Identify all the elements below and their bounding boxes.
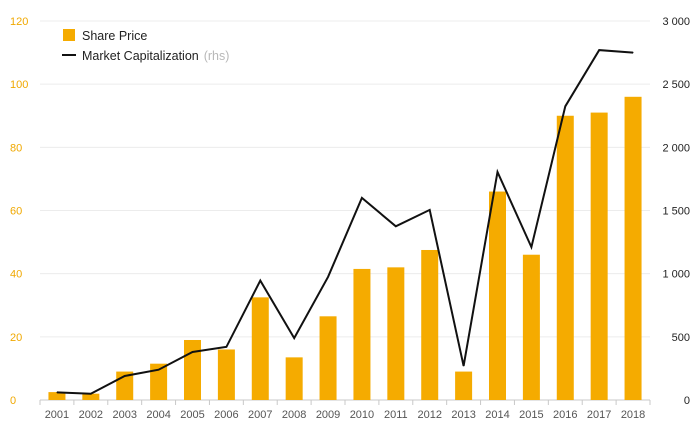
x-tick-label: 2013 <box>451 409 475 421</box>
x-tick-label: 2006 <box>214 409 238 421</box>
x-tick-label: 2010 <box>350 409 374 421</box>
y-right-tick-label: 3 000 <box>662 16 690 28</box>
market-cap-point <box>192 351 193 353</box>
y-right-tick-label: 500 <box>672 332 690 344</box>
legend: Share Price Market Capitalization (rhs) <box>62 29 229 63</box>
market-cap-point <box>56 391 58 393</box>
market-cap-point <box>158 369 160 371</box>
y-left-tick-label: 80 <box>10 142 22 154</box>
share-price-bar <box>184 339 201 400</box>
y-left-tick-label: 40 <box>10 269 22 281</box>
share-price-bar <box>387 267 405 400</box>
share-price-bars <box>48 96 642 401</box>
x-tick-label: 2011 <box>384 409 408 421</box>
y-right-tick-label: 1 000 <box>662 269 690 281</box>
gridlines <box>40 20 650 401</box>
share-price-bar <box>556 115 574 400</box>
x-tick-label: 2001 <box>45 409 69 421</box>
market-cap-point <box>632 52 634 54</box>
x-tick-label: 2014 <box>485 409 509 421</box>
legend-swatch-share-price <box>63 29 75 41</box>
x-tick-label: 2018 <box>621 409 645 421</box>
share-price-bar <box>421 249 439 400</box>
share-price-bar <box>489 191 506 400</box>
x-tick-label: 2015 <box>519 409 543 421</box>
share-price-bar <box>353 268 371 400</box>
y-right-tick-label: 2 000 <box>662 142 690 154</box>
x-tick-label: 2017 <box>587 409 611 421</box>
share-price-bar <box>319 316 337 400</box>
share-price-bar <box>285 357 303 400</box>
share-price-bar <box>251 297 269 400</box>
share-price-bar <box>624 96 642 401</box>
x-axis: 2001 2002 2003 2004 2005 2006 2007 2008 2009 2010… <box>39 400 651 421</box>
y-right-tick-label: 1 500 <box>662 206 690 218</box>
right-y-axis: 0 500 1 000 1 500 2 000 2 500 3 000 <box>662 16 690 407</box>
share-price-bar <box>82 393 100 400</box>
market-cap-point <box>124 375 126 377</box>
market-cap-point <box>598 49 600 51</box>
x-tick-label: 2003 <box>112 409 136 421</box>
x-tick-label: 2007 <box>248 409 272 421</box>
legend-market-cap-suffix: (rhs) <box>204 49 230 63</box>
y-right-tick-label: 0 <box>684 395 690 407</box>
x-tick-label: 2004 <box>146 409 170 421</box>
market-cap-point <box>259 280 261 282</box>
market-cap-point <box>293 337 295 339</box>
market-cap-line <box>56 49 634 395</box>
left-y-axis: 0 20 40 60 80 100 120 <box>10 16 28 407</box>
y-left-tick-label: 0 <box>10 395 16 407</box>
market-cap-point <box>463 365 465 367</box>
legend-label-share-price: Share Price <box>82 29 147 43</box>
y-right-tick-label: 2 500 <box>662 79 690 91</box>
share-price-bar <box>455 371 473 400</box>
x-tick-label: 2008 <box>282 409 306 421</box>
x-tick-label: 2002 <box>79 409 103 421</box>
market-cap-point <box>497 171 498 173</box>
market-cap-point <box>530 246 532 248</box>
x-tick-label: 2016 <box>553 409 577 421</box>
share-price-bar <box>48 392 66 400</box>
share-price-bar <box>217 349 235 400</box>
market-cap-point <box>90 393 92 395</box>
y-left-tick-label: 60 <box>10 206 22 218</box>
market-cap-point <box>225 346 227 348</box>
market-cap-point <box>395 225 397 227</box>
y-left-tick-label: 120 <box>10 16 28 28</box>
y-left-tick-label: 20 <box>10 332 22 344</box>
x-tick-label: 2012 <box>417 409 441 421</box>
market-cap-point <box>564 105 566 107</box>
y-left-tick-label: 100 <box>10 79 28 91</box>
market-cap-point <box>327 276 329 278</box>
legend-market-cap-name: Market Capitalization <box>82 49 199 63</box>
share-price-bar <box>522 254 540 400</box>
x-tick-label: 2009 <box>316 409 340 421</box>
share-price-bar <box>590 112 608 400</box>
market-cap-point <box>361 197 363 199</box>
share-price-bar <box>150 363 168 400</box>
market-cap-line-series <box>56 49 634 395</box>
legend-label-market-cap: Market Capitalization (rhs) <box>82 49 229 63</box>
market-cap-point <box>429 209 431 211</box>
x-tick-label: 2005 <box>180 409 204 421</box>
